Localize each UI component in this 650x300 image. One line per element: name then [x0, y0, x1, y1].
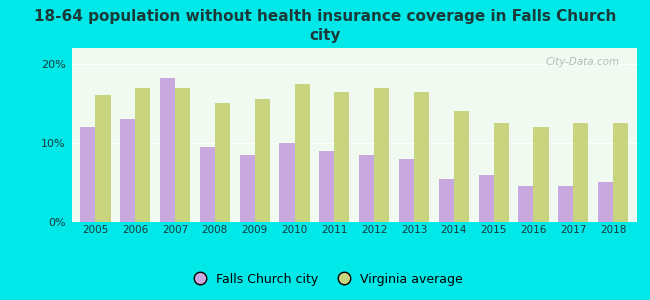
- Bar: [399, 159, 414, 222]
- Bar: [200, 147, 215, 222]
- Bar: [215, 103, 230, 222]
- Bar: [414, 92, 429, 222]
- Bar: [319, 151, 334, 222]
- Bar: [558, 186, 573, 222]
- Bar: [255, 99, 270, 222]
- Bar: [280, 143, 294, 222]
- Bar: [439, 178, 454, 222]
- Bar: [135, 88, 150, 222]
- Text: 18-64 population without health insurance coverage in Falls Church
city: 18-64 population without health insuranc…: [34, 9, 616, 43]
- Legend: Falls Church city, Virginia average: Falls Church city, Virginia average: [183, 268, 467, 291]
- Bar: [294, 84, 309, 222]
- Bar: [334, 92, 350, 222]
- Bar: [359, 155, 374, 222]
- Bar: [175, 88, 190, 222]
- Bar: [493, 123, 509, 222]
- Bar: [613, 123, 629, 222]
- Bar: [598, 182, 613, 222]
- Bar: [374, 88, 389, 222]
- Bar: [534, 127, 549, 222]
- Bar: [120, 119, 135, 222]
- Text: City-Data.com: City-Data.com: [546, 57, 620, 67]
- Bar: [240, 155, 255, 222]
- Bar: [96, 95, 111, 222]
- Bar: [80, 127, 96, 222]
- Bar: [454, 111, 469, 222]
- Bar: [478, 175, 493, 222]
- Bar: [573, 123, 588, 222]
- Bar: [160, 78, 175, 222]
- Bar: [518, 186, 534, 222]
